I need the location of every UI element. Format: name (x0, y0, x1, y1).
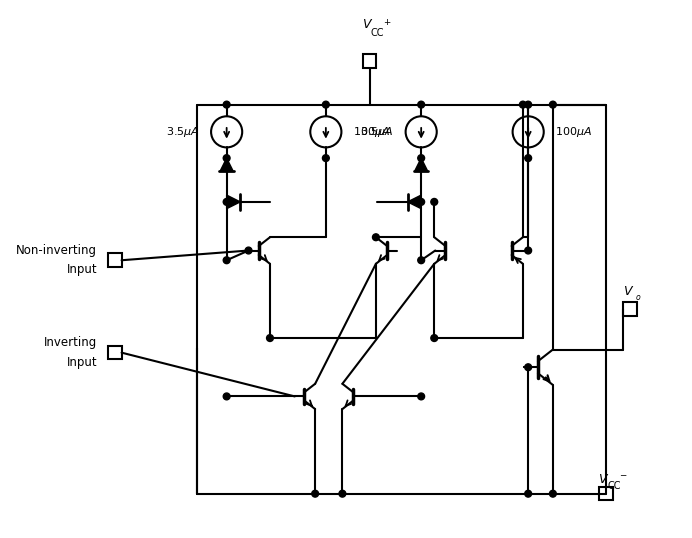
Circle shape (224, 257, 230, 264)
Text: Input: Input (66, 264, 98, 277)
Circle shape (549, 101, 556, 108)
Bar (363, 54, 376, 68)
Polygon shape (220, 158, 233, 171)
Circle shape (266, 335, 273, 342)
Circle shape (322, 155, 329, 161)
Polygon shape (408, 195, 421, 209)
Text: Non-inverting: Non-inverting (17, 244, 98, 257)
Circle shape (418, 257, 425, 264)
Circle shape (525, 155, 531, 161)
Text: Inverting: Inverting (44, 336, 98, 349)
Text: $V$: $V$ (623, 285, 634, 298)
Circle shape (525, 490, 531, 497)
Circle shape (418, 101, 425, 108)
Bar (108, 346, 122, 359)
Text: $3.5\mu A$: $3.5\mu A$ (166, 125, 199, 139)
Text: $^-$: $^-$ (619, 472, 628, 486)
Circle shape (520, 101, 527, 108)
Circle shape (372, 234, 379, 240)
Text: $100\mu A$: $100\mu A$ (556, 125, 592, 139)
Circle shape (431, 199, 437, 206)
Bar (599, 487, 613, 500)
Text: $100\mu A$: $100\mu A$ (353, 125, 390, 139)
Circle shape (525, 364, 531, 371)
Circle shape (224, 393, 230, 400)
Polygon shape (227, 195, 240, 209)
Circle shape (224, 155, 230, 161)
Circle shape (322, 101, 329, 108)
Circle shape (418, 393, 425, 400)
Circle shape (418, 199, 425, 206)
Polygon shape (415, 158, 428, 171)
Circle shape (418, 155, 425, 161)
Circle shape (339, 490, 346, 497)
Circle shape (312, 490, 318, 497)
Text: $V$: $V$ (362, 18, 373, 31)
Bar (623, 302, 637, 316)
Text: CC: CC (607, 481, 621, 491)
Text: Input: Input (66, 356, 98, 369)
Circle shape (224, 101, 230, 108)
Text: $3.5\mu A$: $3.5\mu A$ (361, 125, 394, 139)
Bar (108, 253, 122, 267)
Text: $_o$: $_o$ (635, 293, 641, 303)
Circle shape (525, 101, 531, 108)
Circle shape (525, 247, 531, 254)
Text: CC: CC (371, 27, 384, 38)
Circle shape (549, 490, 556, 497)
Circle shape (224, 199, 230, 206)
Text: $^+$: $^+$ (382, 18, 392, 31)
Circle shape (431, 335, 437, 342)
Circle shape (245, 247, 252, 254)
Text: $V$: $V$ (599, 472, 610, 486)
